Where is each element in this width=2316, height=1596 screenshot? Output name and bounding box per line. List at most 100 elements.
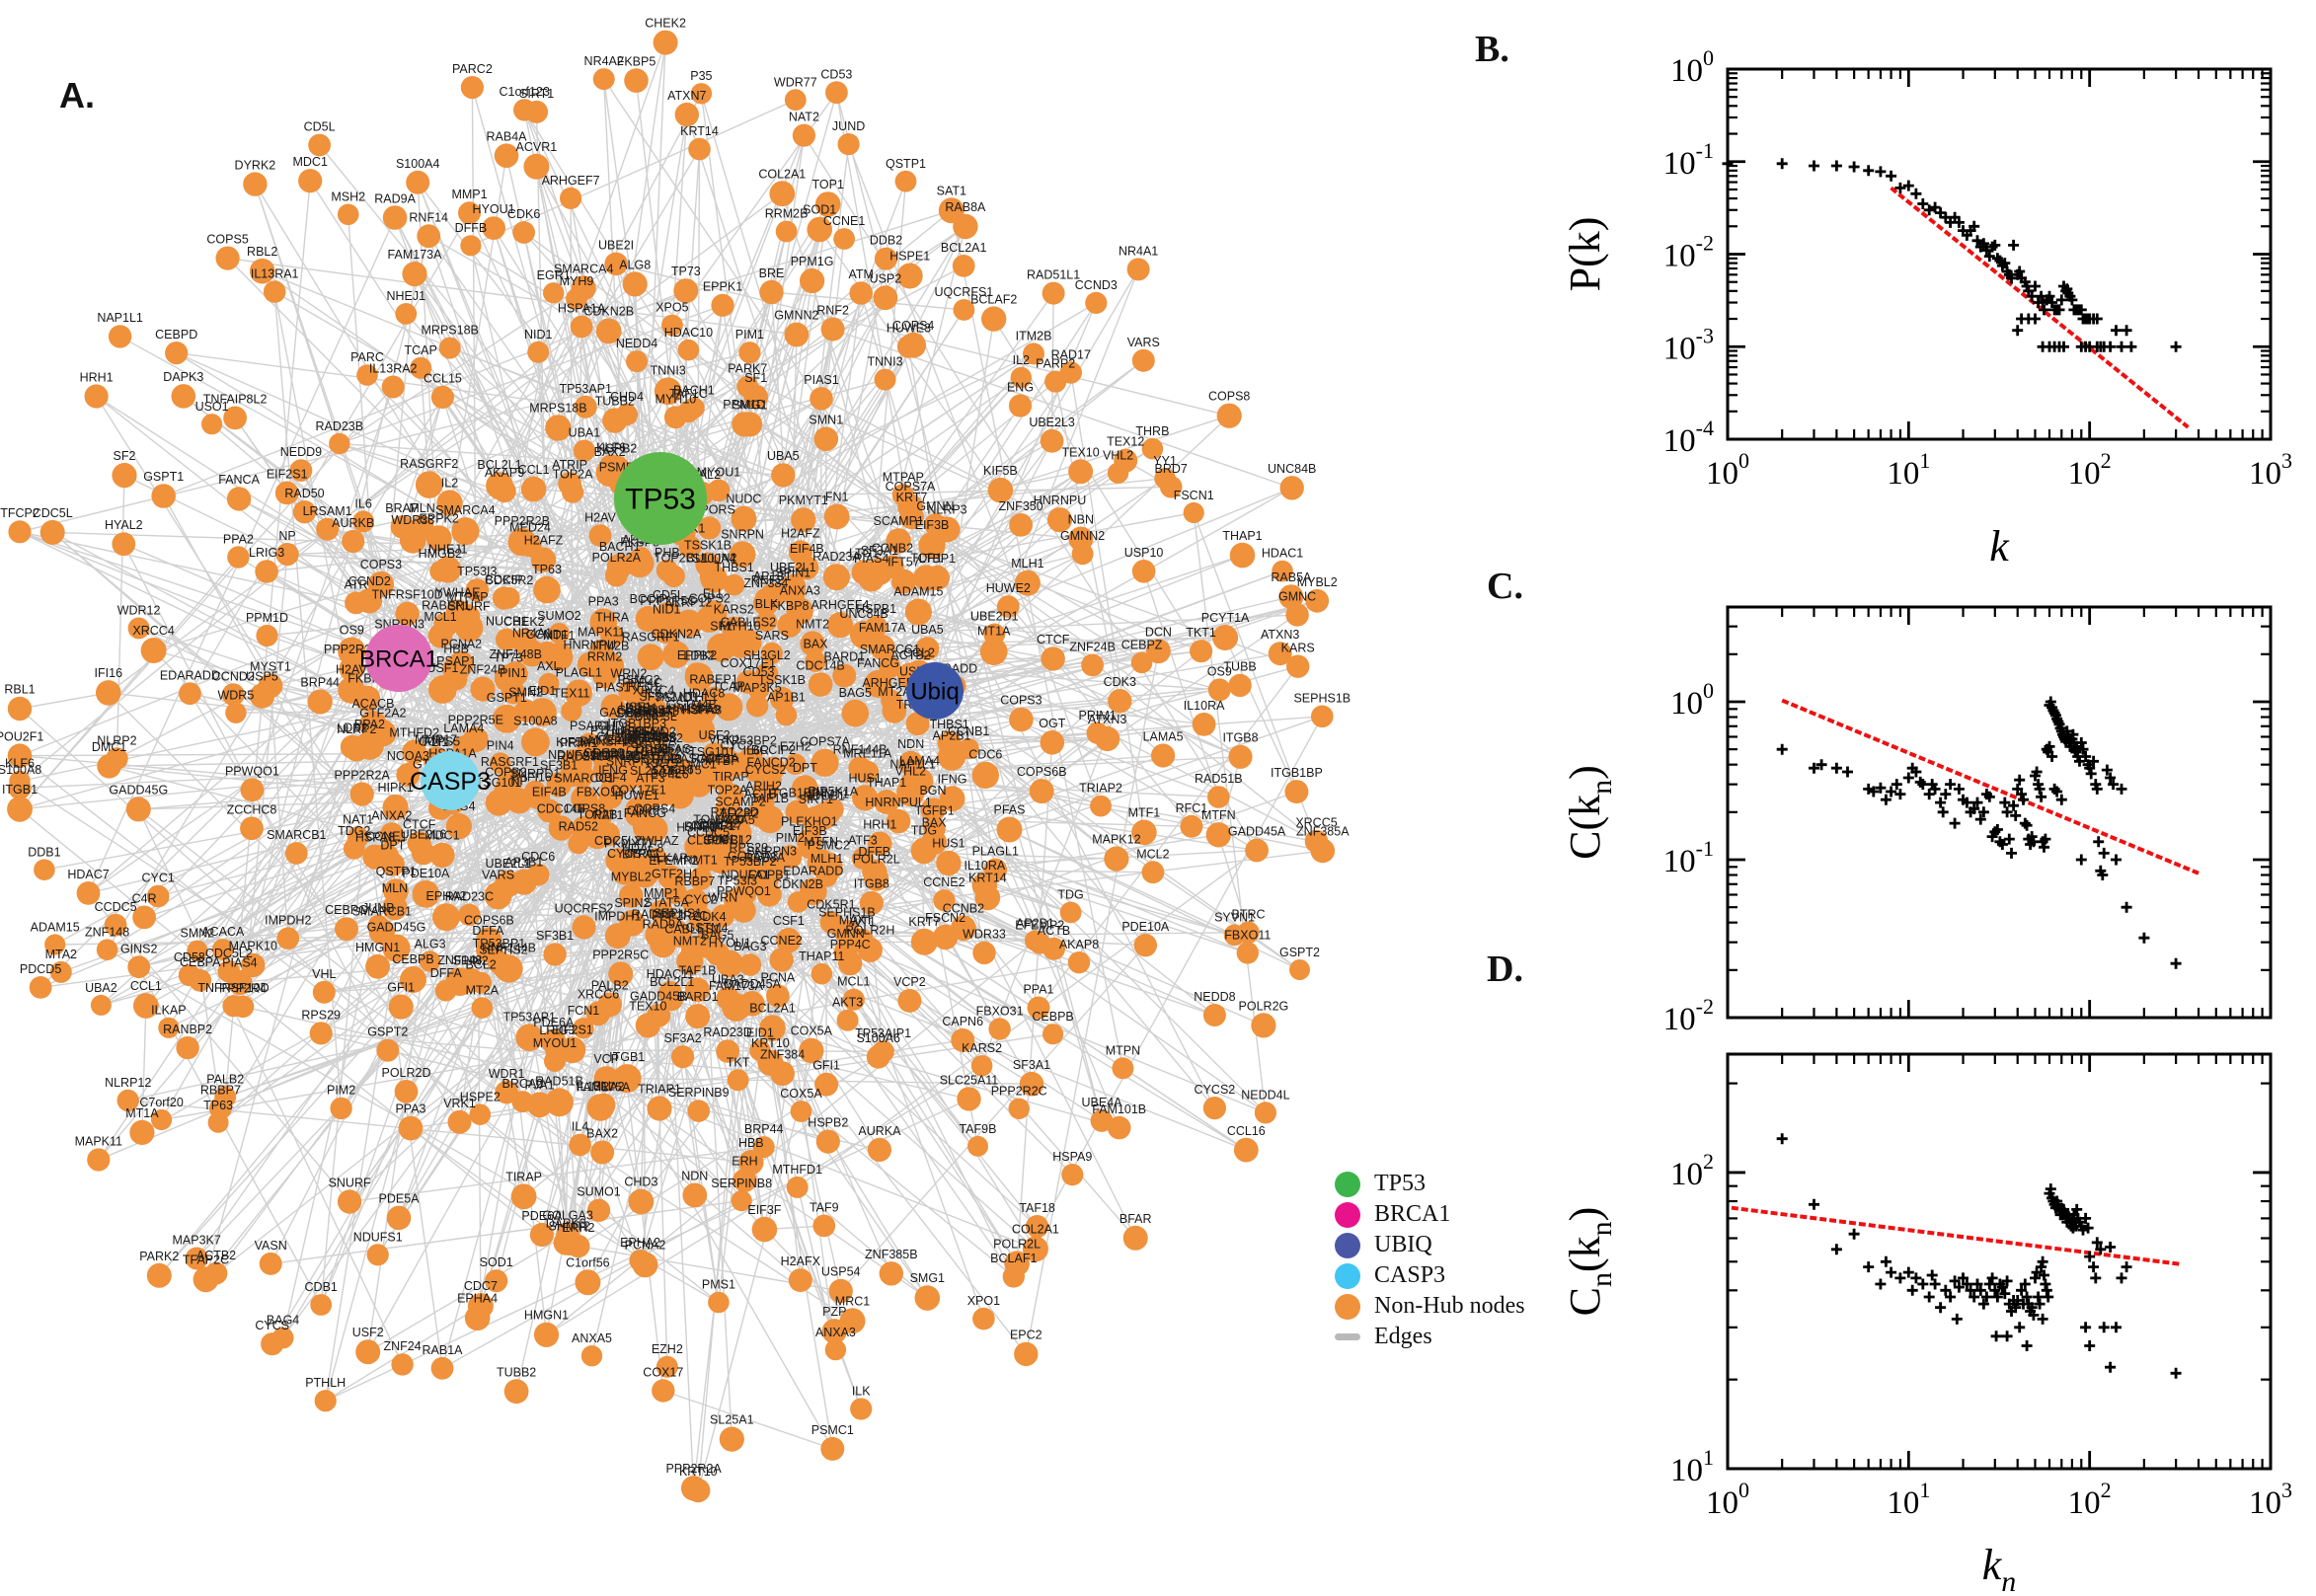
network-node-label: CYC2 [721,739,753,753]
network-node-label: KARS2 [962,1041,1002,1055]
network-node-label: PPA1 [1023,983,1053,997]
network-node-label: COL2A1 [758,167,806,181]
network-node [759,280,783,304]
network-node-label: MSH2 [331,190,365,204]
network-node-label: USP10 [1124,546,1164,560]
network-node-label: TOP2A [708,783,748,797]
network-node-label: SERPINB8 [711,1177,772,1190]
network-node-label: DFFB [455,221,488,235]
network-node-label: PFAS [994,803,1026,817]
network-node-label: COPS6B [1017,765,1067,779]
network-node-label: RAB5A [1271,570,1312,584]
network-node [581,1345,602,1366]
network-node [1280,476,1304,499]
network-node [310,1294,332,1316]
network-node-label: MLN [382,881,408,895]
network-node [895,171,917,192]
network-node-label: DDB1 [28,845,60,859]
network-node-label: DYRK2 [235,158,276,172]
legend-label: BRCA1 [1374,1201,1450,1228]
network-node-label: PPA3 [588,594,619,608]
network-node [432,903,460,931]
network-node-label: TNFRSF10D [371,588,442,602]
y-axis-label: Cn​(kn​) [1561,1207,1618,1317]
network-node [770,1061,795,1086]
network-node [141,638,167,663]
network-node [85,384,109,408]
network-node-label: NDUFS1 [353,1230,403,1244]
network-node-label: MTFN [804,835,838,849]
network-node [833,228,855,250]
network-node-label: CYCS2 [745,763,787,777]
network-node [298,169,322,192]
axis-ticks [1728,607,2271,1018]
network-node-label: NBN [1068,513,1094,527]
network-node [770,948,794,971]
network-node-label: HIPK1 [378,781,414,795]
network-node [708,1292,730,1314]
network-node-label: HSPA1A [558,302,606,316]
network-node-label: CHEK2 [503,615,545,629]
network-node-label: C4R [132,892,157,906]
network-node-label: IL13RA1 [251,266,299,280]
scatter-points [1777,697,2182,969]
network-node [1190,640,1212,662]
network-node [1132,560,1156,583]
network-node-label: PPA3 [395,1102,425,1116]
network-node-label: CCL1 [518,463,550,477]
network-node [308,689,333,714]
network-node [997,817,1023,843]
network-node [1014,1342,1038,1366]
network-node [241,778,265,801]
network-node-label: POLR2L [993,1237,1041,1251]
network-node [752,1217,778,1243]
network-node-label: AKT3 [832,996,863,1010]
network-node-label: KARS [1281,641,1315,654]
tick-label: 100 [1706,448,1749,492]
network-node [179,682,201,705]
network-node-label: COPS8 [1208,390,1250,404]
network-node-label: USP5 [246,669,278,683]
network-node [34,859,55,880]
network-node [728,1069,749,1091]
network-node [1042,282,1065,305]
network-node [838,133,860,155]
y-axis-label: P(k) [1561,217,1609,292]
network-node [512,221,535,244]
network-node [1228,674,1251,697]
plot-frame [1728,607,2271,1018]
network-node [671,1045,694,1068]
network-node-label: IFNG [938,772,967,786]
network-node-label: BACH1 [673,384,715,398]
network-node [389,995,414,1020]
network-node [575,1269,600,1295]
network-node-label: EPPK1 [703,280,742,294]
network-node [1042,646,1065,670]
network-node-label: RASGRF1 [622,630,680,644]
network-node [785,89,807,111]
network-node-label: GMNN [827,927,865,941]
network-node-label: FSCN1 [1174,489,1214,502]
tick-label: 10-1 [1663,138,1714,182]
network-node-label: MLH1 [1011,557,1043,570]
network-node-label: SNRPN [721,527,764,541]
network-node-label: MTA2 [45,948,77,961]
network-node-label: ZNF384 [760,1047,805,1061]
network-node [1042,1024,1063,1044]
network-node-label: GADD45G [367,921,426,935]
network-node [587,1094,615,1121]
network-node-label: PLEKHO1 [781,815,838,829]
network-node-label: GSPT1 [143,470,184,484]
network-node-label: COPS3 [1000,694,1042,708]
network-node-label: RAD23D [703,1026,751,1039]
network-node-label: UBA5 [767,449,800,463]
network-node-label: MYBL2 [611,870,652,883]
network-node-label: VCP2 [893,975,926,989]
network-node-label: PPP2R2C [991,1085,1047,1099]
network-node-label: RAD17 [1051,347,1091,361]
network-node-label: H2AV [584,510,616,524]
network-node-label: RANBP2 [163,1023,212,1036]
network-node-label: S100A4 [396,157,440,171]
tick-label: 102 [2068,448,2112,492]
